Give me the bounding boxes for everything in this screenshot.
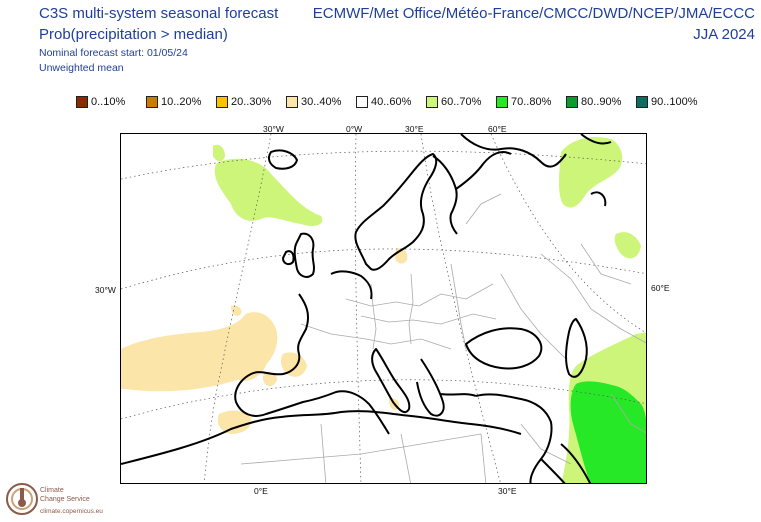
coast-scandinavia (354, 153, 438, 271)
wet-region-greenland (214, 158, 323, 227)
legend-label: 90..100% (651, 96, 698, 108)
forecast-map (120, 133, 647, 484)
legend-item: 90..100% (636, 95, 706, 109)
coast-arctic (460, 134, 612, 207)
legend-label: 10..20% (161, 96, 202, 108)
coast-north-africa (121, 410, 522, 465)
legend-item: 60..70% (426, 95, 496, 109)
probability-shading (121, 137, 646, 483)
wet-region-siberia-east (614, 232, 641, 259)
coast-red-sea (540, 443, 592, 483)
legend-item: 80..90% (566, 95, 636, 109)
legend-label: 0..10% (91, 96, 126, 108)
legend-item: 40..60% (356, 95, 426, 109)
wet-region-siberia (559, 137, 623, 208)
lon-label-top: 30°E (405, 124, 424, 134)
map-variable: Prob(precipitation > median) (39, 26, 228, 43)
dry-region-france (280, 352, 307, 377)
legend-swatch (146, 96, 158, 108)
color-legend: 0..10% 10..20% 20..30% 30..40% 40..60% 6… (76, 95, 706, 109)
coast-italy (371, 348, 411, 413)
lon-label-right: 60°E (651, 283, 670, 293)
country-borders (240, 193, 646, 483)
legend-swatch (496, 96, 508, 108)
logo-name-line1: Climate (40, 487, 64, 494)
coast-iceland (267, 149, 298, 170)
coast-uk (282, 232, 315, 278)
lon-label-top: 30°W (263, 124, 284, 134)
dry-region-iberia (228, 332, 268, 381)
legend-swatch (356, 96, 368, 108)
coast-anatolia-levant (475, 393, 553, 483)
wet-region-atlantic-small (213, 144, 225, 162)
legend-item: 0..10% (76, 95, 146, 109)
lon-label-bottom: 30°E (498, 486, 517, 496)
logo-name: Climate Change Service (40, 486, 90, 504)
dry-region-mallorca (262, 371, 277, 387)
coast-western-europe (234, 270, 390, 435)
legend-swatch (76, 96, 88, 108)
legend-label: 80..90% (581, 96, 622, 108)
logo-name-line2: Change Service (40, 496, 90, 503)
coast-finland-russia (432, 151, 512, 235)
lon-label-top: 0°W (346, 124, 363, 134)
weighting-note: Unweighted mean (39, 62, 124, 74)
dry-region-north-africa (217, 410, 252, 434)
legend-label: 60..70% (441, 96, 482, 108)
map-canvas (121, 134, 646, 483)
legend-item: 10..20% (146, 95, 216, 109)
legend-label: 40..60% (371, 96, 412, 108)
model-systems: ECMWF/Met Office/Météo-France/CMCC/DWD/N… (312, 5, 755, 22)
map-title: C3S multi-system seasonal forecast (39, 5, 279, 22)
legend-swatch (566, 96, 578, 108)
copernicus-logo (6, 483, 38, 515)
legend-label: 20..30% (231, 96, 272, 108)
legend-swatch (636, 96, 648, 108)
forecast-start: Nominal forecast start: 01/05/24 (39, 47, 188, 59)
logo-url: climate.copernicus.eu (40, 508, 103, 515)
coast-balkans-greece (416, 358, 477, 417)
legend-label: 70..80% (511, 96, 552, 108)
coastlines (121, 134, 612, 483)
lon-label-bottom: 0°E (254, 486, 268, 496)
legend-item: 30..40% (286, 95, 356, 109)
legend-item: 70..80% (496, 95, 566, 109)
coast-black-sea (465, 327, 543, 370)
legend-swatch (426, 96, 438, 108)
lon-label-top: 60°E (488, 124, 507, 134)
lon-label-left: 30°W (95, 285, 116, 295)
graticule (121, 134, 646, 483)
legend-swatch (216, 96, 228, 108)
legend-label: 30..40% (301, 96, 342, 108)
wet-region-arabia (570, 381, 646, 483)
coast-caspian (565, 318, 588, 378)
dry-region-atlantic-isles (231, 305, 242, 316)
season-label: JJA 2024 (693, 26, 755, 43)
thermometer-icon (6, 483, 38, 515)
legend-item: 20..30% (216, 95, 286, 109)
legend-swatch (286, 96, 298, 108)
